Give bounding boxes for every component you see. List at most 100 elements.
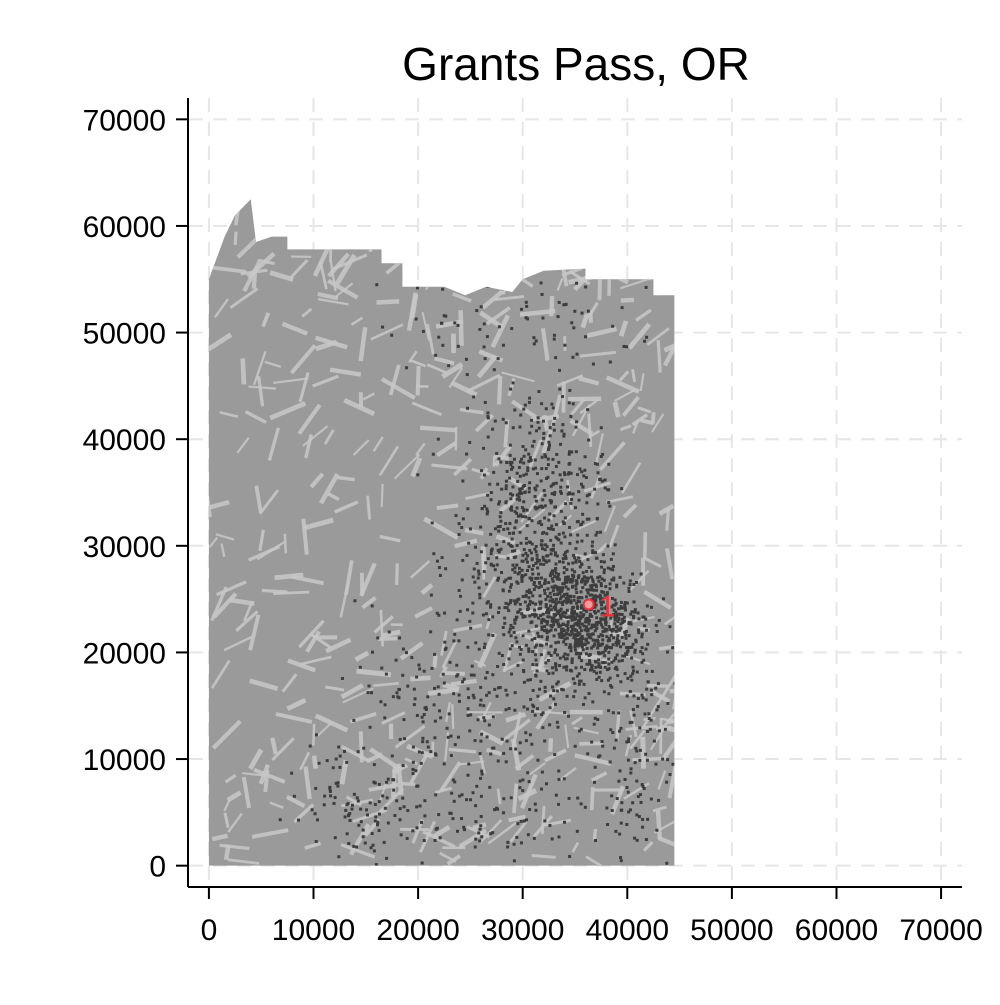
scatter-point xyxy=(560,479,563,482)
scatter-point xyxy=(478,573,481,576)
scatter-point xyxy=(567,473,570,476)
scatter-point xyxy=(553,753,556,756)
scatter-point xyxy=(618,833,621,836)
scatter-point xyxy=(529,621,532,624)
scatter-point xyxy=(581,586,584,589)
scatter-point xyxy=(540,402,543,405)
raster-streak xyxy=(439,506,456,508)
scatter-point xyxy=(451,817,454,820)
scatter-point xyxy=(519,780,522,783)
scatter-point xyxy=(544,620,547,623)
scatter-point xyxy=(442,673,445,676)
scatter-point xyxy=(426,740,429,743)
scatter-point xyxy=(620,601,623,604)
scatter-point xyxy=(578,600,581,603)
scatter-point xyxy=(610,578,613,581)
scatter-point xyxy=(335,782,338,785)
scatter-point xyxy=(456,673,459,676)
scatter-point xyxy=(568,797,571,800)
scatter-point xyxy=(575,591,578,594)
scatter-point xyxy=(456,618,459,621)
scatter-point xyxy=(540,653,543,656)
scatter-point xyxy=(645,648,648,651)
scatter-point xyxy=(522,445,525,448)
raster-streak xyxy=(643,739,644,766)
scatter-point xyxy=(343,750,346,753)
scatter-point xyxy=(494,527,497,530)
scatter-point xyxy=(645,838,648,841)
scatter-point xyxy=(381,326,384,329)
scatter-point xyxy=(586,518,589,521)
scatter-point xyxy=(540,523,543,526)
y-tick-label: 0 xyxy=(149,851,166,884)
scatter-point xyxy=(626,677,629,680)
raster-streak xyxy=(615,404,617,415)
scatter-point xyxy=(558,633,561,636)
scatter-point xyxy=(524,404,527,407)
scatter-point xyxy=(526,708,529,711)
scatter-point xyxy=(352,845,355,848)
scatter-point xyxy=(480,733,483,736)
scatter-point xyxy=(473,674,476,677)
scatter-point xyxy=(492,747,495,750)
scatter-point xyxy=(337,745,340,748)
scatter-point xyxy=(564,643,567,646)
scatter-point xyxy=(526,466,529,469)
scatter-point xyxy=(580,483,583,486)
scatter-point xyxy=(504,689,507,692)
raster-streak xyxy=(658,728,670,729)
scatter-point xyxy=(527,630,530,633)
scatter-point xyxy=(509,647,512,650)
scatter-point xyxy=(502,626,505,629)
scatter-point xyxy=(577,615,580,618)
scatter-point xyxy=(583,668,586,671)
scatter-point xyxy=(594,666,597,669)
scatter-point xyxy=(535,809,538,812)
scatter-point xyxy=(421,751,424,754)
scatter-point xyxy=(577,619,580,622)
scatter-point xyxy=(497,530,500,533)
raster-streak xyxy=(447,673,463,674)
scatter-point xyxy=(433,703,436,706)
scatter-point xyxy=(543,589,546,592)
scatter-point xyxy=(514,636,517,639)
scatter-point xyxy=(576,540,579,543)
scatter-point xyxy=(381,794,384,797)
scatter-point xyxy=(492,471,495,474)
scatter-point xyxy=(335,758,338,761)
scatter-point xyxy=(536,759,539,762)
raster-streak xyxy=(412,256,422,267)
scatter-point xyxy=(531,594,534,597)
scatter-point xyxy=(478,596,481,599)
x-tick-label: 30000 xyxy=(481,914,564,947)
scatter-point xyxy=(549,695,552,698)
scatter-point xyxy=(616,654,619,657)
scatter-point xyxy=(642,659,645,662)
scatter-point xyxy=(603,579,606,582)
scatter-point xyxy=(544,592,547,595)
scatter-point xyxy=(552,580,555,583)
scatter-point xyxy=(297,819,300,822)
scatter-point xyxy=(574,643,577,646)
scatter-point xyxy=(575,450,578,453)
scatter-point xyxy=(563,821,566,824)
scatter-point xyxy=(595,678,598,681)
scatter-point xyxy=(557,622,560,625)
scatter-point xyxy=(453,780,456,783)
scatter-point xyxy=(606,823,609,826)
scatter-point xyxy=(399,738,402,741)
scatter-point xyxy=(525,473,528,476)
scatter-point xyxy=(423,670,426,673)
scatter-point xyxy=(634,611,637,614)
scatter-point xyxy=(588,566,591,569)
scatter-point xyxy=(548,559,551,562)
scatter-point xyxy=(542,563,545,566)
scatter-point xyxy=(609,760,612,763)
scatter-point xyxy=(588,692,591,695)
scatter-point xyxy=(646,730,649,733)
scatter-point xyxy=(544,661,547,664)
scatter-point xyxy=(596,502,599,505)
scatter-point xyxy=(484,357,487,360)
raster-streak xyxy=(456,201,461,208)
